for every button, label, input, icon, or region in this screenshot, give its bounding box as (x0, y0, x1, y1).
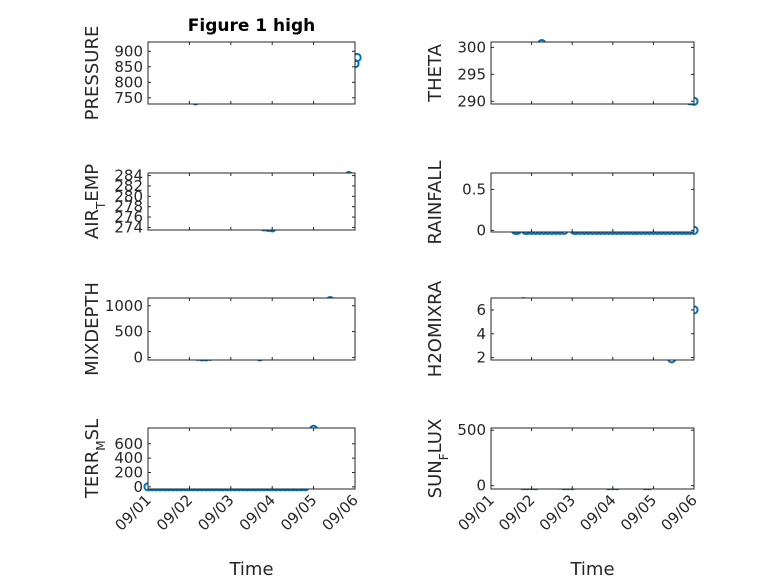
y-tick-label: 0 (476, 221, 486, 239)
axes-box (147, 172, 356, 231)
subplot-h2omixra: 2 4 6 H2OMIXRA (425, 280, 699, 377)
y-tick-label: 400 (114, 449, 143, 467)
y-axis-label: THETA (425, 43, 446, 103)
axes-box (147, 427, 356, 490)
y-axis-label: RAINFALL (425, 161, 446, 245)
y-tick-label: 900 (114, 42, 143, 60)
y-axis-label: AIRTEMP (82, 164, 108, 239)
y-tick-label: 2 (476, 349, 486, 367)
y-tick-label: 850 (114, 58, 143, 76)
subplot-rainfall: 0 0.5 RAINFALL (425, 161, 699, 245)
y-axis-label: H2OMIXRA (425, 280, 446, 377)
axes-box (490, 427, 695, 490)
axes-box (490, 297, 695, 361)
y-tick-label: 0 (476, 477, 486, 495)
y-tick-label: 500 (114, 323, 143, 341)
y-tick-label: 0 (133, 348, 143, 366)
y-tick-label: 500 (457, 421, 486, 439)
y-tick-label: 4 (476, 325, 486, 343)
chart-title: Figure 1 high (188, 16, 316, 36)
axes-box (490, 41, 695, 105)
y-tick-label: 278 (114, 198, 143, 216)
y-axis-label: TERRMSL (82, 419, 108, 499)
y-tick-label: 750 (114, 89, 143, 107)
y-axis-label: MIXDEPTH (82, 282, 103, 376)
y-axis-label: PRESSURE (82, 26, 103, 121)
y-tick-label: 300 (457, 38, 486, 56)
axes-box (147, 297, 356, 361)
y-tick-label: 6 (476, 301, 486, 319)
axes-box (490, 172, 695, 233)
y-tick-label: 600 (114, 435, 143, 453)
y-tick-label: 290 (457, 92, 486, 110)
x-axis-label: Time (228, 559, 273, 580)
y-tick-label: 200 (114, 463, 143, 481)
y-tick-label: 274 (114, 218, 143, 236)
y-axis-label: SUNFLUX (425, 419, 451, 499)
y-tick-label: 800 (114, 73, 143, 91)
x-axis-label: Time (569, 559, 614, 580)
y-tick-label: 282 (114, 177, 143, 195)
y-tick-label: 0.5 (462, 180, 486, 198)
y-tick-label: 295 (457, 65, 486, 83)
y-tick-label: 284 (114, 167, 143, 185)
y-tick-label: 280 (114, 187, 143, 205)
axes-box (147, 41, 356, 105)
y-tick-label: 1000 (105, 297, 143, 315)
y-tick-label: 0 (133, 478, 143, 496)
subplot-theta: 290 295 300 THETA (425, 38, 699, 110)
y-tick-label: 276 (114, 208, 143, 226)
